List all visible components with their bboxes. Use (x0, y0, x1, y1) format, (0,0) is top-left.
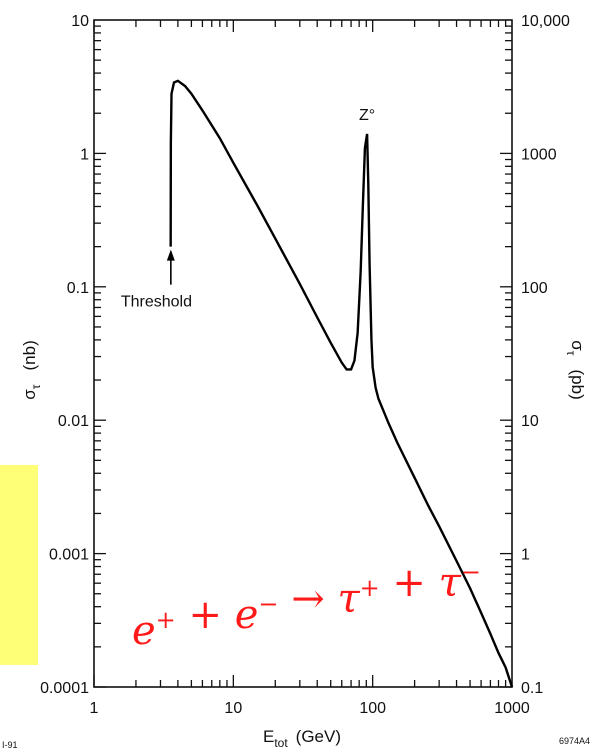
y-right-sub: τ (564, 351, 578, 356)
reaction-equation: e+ + e− → τ+ + τ− (132, 558, 481, 654)
reaction-part: + (176, 592, 235, 638)
z-peak-label: Z° (359, 107, 375, 124)
corner-label-right: 6974A4 (559, 736, 590, 746)
y-right-tick-label: 10 (521, 413, 539, 430)
highlight-box (0, 465, 38, 665)
y-right-tick-label: 100 (521, 280, 548, 297)
reaction-part: + (380, 560, 439, 606)
y-right-tick-label: 1000 (521, 146, 557, 163)
reaction-superscript: + (156, 606, 176, 634)
y-left-label: στ (nb) (20, 340, 43, 399)
threshold-arrow-head (166, 249, 175, 261)
y-left-tick-label: 10 (71, 13, 89, 30)
x-tick-label: 100 (359, 700, 386, 717)
y-left-tick-label: 0.1 (67, 280, 89, 297)
y-left-sub: τ (29, 384, 43, 389)
corner-label-left: I-91 (2, 740, 18, 750)
tick-labels: 1 10 100 1000 0.0001 0.001 0.01 0.1 1 10 0.1 1 10 100… (40, 13, 570, 717)
threshold-label: Threshold (121, 294, 192, 311)
x-tick-label: 1000 (494, 700, 530, 717)
axis-ticks (93, 20, 512, 688)
x-label-main: E (263, 727, 274, 746)
annotations: Threshold Z° (121, 107, 375, 311)
reaction-superscript: + (360, 574, 380, 602)
x-label-unit: (GeV) (296, 727, 341, 746)
y-right-tick-label: 1 (521, 547, 530, 564)
reaction-part: τ (439, 560, 462, 606)
x-label-sub: tot (274, 736, 288, 750)
cross-section-curve (169, 79, 514, 688)
y-left-tick-label: 0.0001 (40, 680, 89, 697)
y-right-unit: (pb) (568, 370, 587, 400)
y-left-symbol: σ (20, 389, 39, 400)
reaction-part: τ (337, 576, 360, 622)
y-left-tick-label: 0.001 (49, 547, 89, 564)
y-left-unit: (nb) (20, 340, 39, 370)
y-right-symbol: σ (568, 340, 587, 351)
plot-frame (93, 19, 513, 688)
x-tick-label: 10 (224, 700, 242, 717)
y-right-label: στ (pb) (564, 340, 587, 399)
y-right-tick-label: 0.1 (521, 680, 543, 697)
y-right-tick-label: 10,000 (521, 13, 570, 30)
reaction-part: → (279, 576, 338, 622)
reaction-part: e (132, 608, 156, 654)
y-left-tick-label: 1 (80, 146, 89, 163)
x-axis-label: Etot (GeV) (263, 727, 341, 750)
reaction-superscript: − (258, 590, 278, 618)
reaction-superscript: − (461, 558, 481, 586)
reaction-part: e (235, 592, 259, 638)
x-tick-label: 1 (90, 700, 99, 717)
y-left-tick-label: 0.01 (58, 413, 89, 430)
